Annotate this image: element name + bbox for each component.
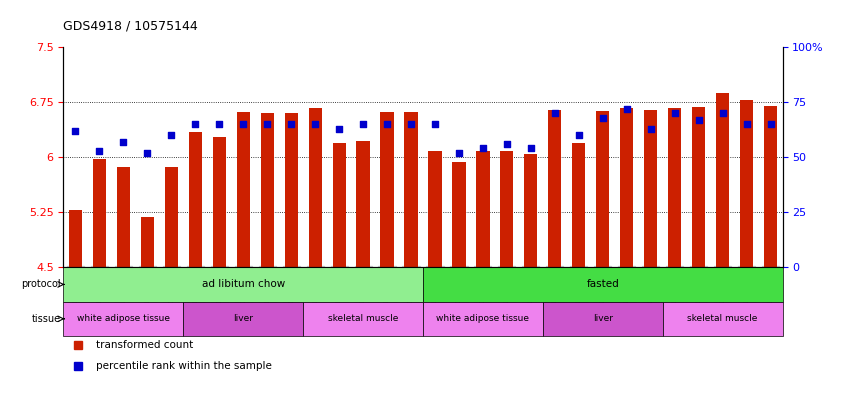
Bar <box>596 111 609 267</box>
Bar <box>356 141 370 267</box>
Bar <box>332 143 346 267</box>
Text: skeletal muscle: skeletal muscle <box>328 314 398 323</box>
Text: tissue: tissue <box>32 314 61 324</box>
Point <box>644 125 657 132</box>
Bar <box>740 100 753 267</box>
Point <box>500 141 514 147</box>
Text: liver: liver <box>233 314 253 323</box>
Text: fasted: fasted <box>586 279 619 289</box>
Bar <box>644 110 657 267</box>
Point <box>572 132 585 138</box>
Text: transformed count: transformed count <box>96 340 193 350</box>
Point <box>308 121 321 127</box>
Bar <box>428 151 442 267</box>
Bar <box>764 106 777 267</box>
Point <box>69 128 82 134</box>
Point <box>117 139 130 145</box>
Bar <box>284 113 298 267</box>
Point <box>620 106 634 112</box>
Bar <box>117 167 130 267</box>
Point <box>261 121 274 127</box>
Bar <box>525 154 537 267</box>
Bar <box>309 108 321 267</box>
Point <box>332 125 346 132</box>
Point <box>476 145 490 152</box>
Text: GDS4918 / 10575144: GDS4918 / 10575144 <box>63 20 198 33</box>
Bar <box>212 137 226 267</box>
Point <box>596 114 609 121</box>
Bar <box>543 302 662 336</box>
Bar <box>381 112 393 267</box>
Point <box>404 121 418 127</box>
Bar <box>423 302 543 336</box>
Point <box>284 121 298 127</box>
Point <box>692 117 706 123</box>
Bar <box>423 267 783 302</box>
Bar <box>237 112 250 267</box>
Point <box>428 121 442 127</box>
Point <box>452 150 465 156</box>
Point <box>381 121 394 127</box>
Bar <box>572 143 585 267</box>
Bar <box>668 108 681 267</box>
Point <box>212 121 226 127</box>
Bar <box>716 94 729 267</box>
Bar <box>692 107 706 267</box>
Bar <box>184 302 303 336</box>
Point <box>189 121 202 127</box>
Bar <box>189 132 202 267</box>
Point <box>668 110 682 116</box>
Bar <box>140 217 154 267</box>
Text: ad libitum chow: ad libitum chow <box>201 279 285 289</box>
Bar <box>69 210 82 267</box>
Point <box>548 110 562 116</box>
Text: protocol: protocol <box>21 279 61 289</box>
Bar <box>93 160 106 267</box>
Text: white adipose tissue: white adipose tissue <box>77 314 170 323</box>
Bar <box>662 302 783 336</box>
Bar <box>476 151 490 267</box>
Bar <box>63 302 184 336</box>
Point <box>236 121 250 127</box>
Bar <box>303 302 423 336</box>
Point <box>92 147 106 154</box>
Point <box>164 132 178 138</box>
Bar <box>453 162 465 267</box>
Bar <box>165 167 178 267</box>
Point <box>525 145 538 152</box>
Bar <box>404 112 418 267</box>
Bar <box>548 110 562 267</box>
Point <box>356 121 370 127</box>
Bar <box>500 151 514 267</box>
Text: skeletal muscle: skeletal muscle <box>688 314 758 323</box>
Point <box>764 121 777 127</box>
Text: liver: liver <box>593 314 613 323</box>
Text: percentile rank within the sample: percentile rank within the sample <box>96 361 272 371</box>
Bar <box>620 108 634 267</box>
Text: white adipose tissue: white adipose tissue <box>437 314 530 323</box>
Point <box>740 121 754 127</box>
Point <box>140 150 154 156</box>
Bar <box>63 267 423 302</box>
Bar <box>261 113 274 267</box>
Point <box>716 110 729 116</box>
